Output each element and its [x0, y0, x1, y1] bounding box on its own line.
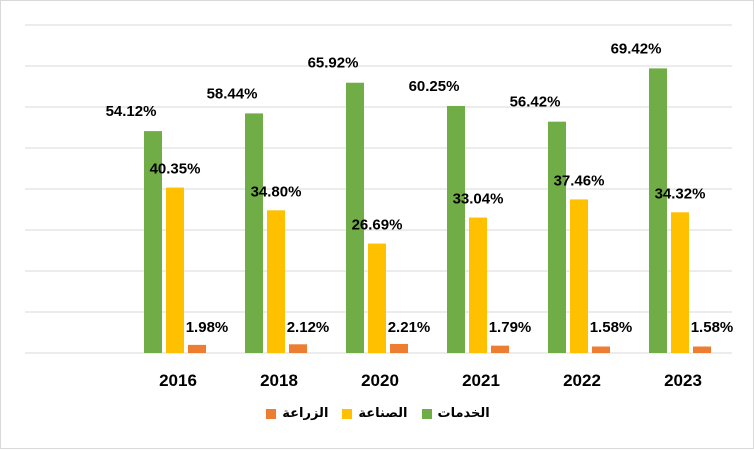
data-label: 58.44%	[207, 85, 258, 102]
bar-agriculture	[693, 346, 711, 353]
legend-swatch	[421, 408, 432, 419]
legend-label: الزراعة	[282, 406, 329, 421]
data-label: 1.58%	[590, 319, 633, 336]
data-label: 65.92%	[308, 55, 359, 72]
bar-services	[245, 113, 263, 354]
legend-item: الصناعة	[342, 406, 408, 421]
bar-agriculture	[491, 345, 509, 353]
bar-industry	[570, 199, 588, 353]
data-label: 40.35%	[150, 161, 201, 178]
x-tick-label: 2016	[159, 371, 197, 390]
data-label: 1.98%	[186, 319, 229, 336]
bar-agriculture	[390, 343, 408, 353]
legend-label: الخدمات	[437, 406, 490, 421]
bar-agriculture	[289, 344, 307, 353]
legend-swatch	[342, 408, 353, 419]
data-label: 2.12%	[287, 319, 330, 336]
legend: الزراعة الصناعة الخدمات	[1, 406, 754, 421]
legend-label: الصناعة	[358, 406, 408, 421]
bar-services	[144, 131, 162, 353]
bar-services	[346, 82, 364, 353]
bar-agriculture	[592, 346, 610, 353]
bar-industry	[267, 210, 285, 353]
bar-services	[649, 68, 667, 354]
bar-industry	[671, 212, 689, 353]
data-label: 1.58%	[691, 319, 734, 336]
legend-item: الزراعة	[266, 406, 328, 421]
data-label: 2.21%	[388, 319, 431, 336]
data-label: 34.80%	[251, 183, 302, 200]
x-tick-label: 2022	[563, 371, 601, 390]
x-tick-label: 2023	[664, 371, 702, 390]
data-label: 1.79%	[489, 319, 532, 336]
bar-services	[548, 121, 566, 353]
data-label: 26.69%	[352, 217, 403, 234]
data-label: 33.04%	[453, 191, 504, 208]
data-label: 56.42%	[510, 94, 561, 111]
bar-industry	[368, 243, 386, 353]
bar-industry	[469, 217, 487, 353]
data-label: 69.42%	[611, 40, 662, 57]
data-label: 37.46%	[554, 172, 605, 189]
legend-swatch	[266, 408, 277, 419]
data-label: 34.32%	[655, 185, 706, 202]
data-label: 60.25%	[409, 78, 460, 95]
legend-item: الخدمات	[421, 406, 490, 421]
bar-services	[447, 105, 465, 353]
data-label: 54.12%	[106, 103, 157, 120]
x-tick-label: 2021	[462, 371, 500, 390]
bar-agriculture	[188, 344, 206, 353]
x-tick-label: 2020	[361, 371, 399, 390]
x-tick-label: 2018	[260, 371, 298, 390]
bar-industry	[166, 187, 184, 353]
